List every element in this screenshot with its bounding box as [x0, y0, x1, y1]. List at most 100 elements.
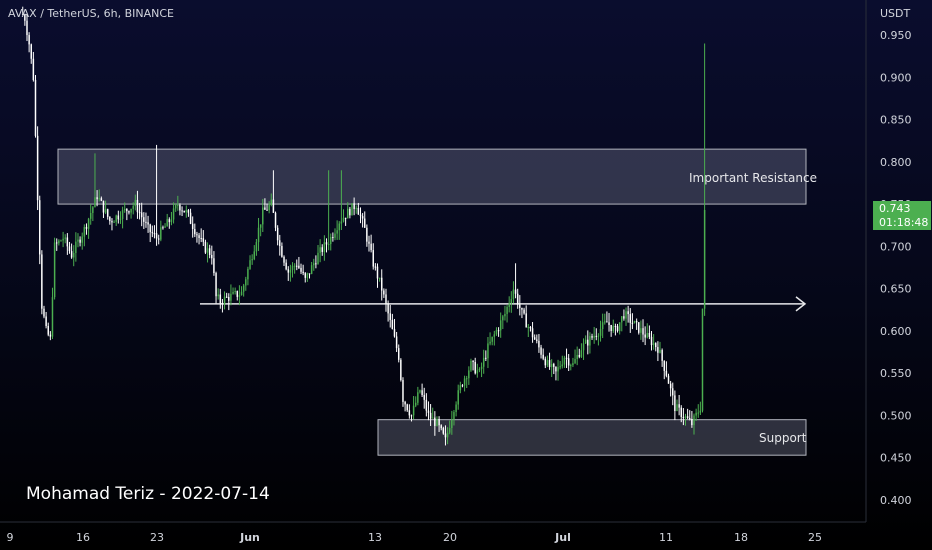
candle-body: [610, 324, 612, 331]
candle-body: [493, 334, 496, 337]
candle-body: [285, 262, 287, 270]
candle-body: [502, 316, 504, 321]
candle: [406, 403, 408, 412]
candle-body: [289, 270, 292, 273]
candle-body: [85, 227, 88, 229]
candle-body: [672, 388, 674, 396]
candle-body: [179, 204, 181, 211]
candle: [298, 256, 300, 269]
candle: [601, 313, 604, 339]
candle-body: [157, 238, 160, 240]
candle: [143, 212, 145, 229]
candle-body: [397, 348, 400, 360]
candle-body: [221, 302, 224, 305]
bar-countdown: 01:18:48: [879, 216, 929, 229]
candle-body: [202, 238, 205, 242]
candle: [536, 334, 538, 344]
candle-body: [32, 58, 35, 80]
candle-body: [38, 200, 41, 255]
time-tick-label: 16: [76, 531, 90, 544]
price-tick-label: 0.650: [880, 283, 912, 296]
candle-body: [245, 279, 247, 286]
candle: [538, 334, 540, 353]
candle: [523, 307, 525, 315]
candle: [181, 206, 183, 217]
candle: [627, 305, 629, 323]
candle-body: [642, 328, 644, 335]
candle: [304, 272, 307, 283]
candle-body: [491, 336, 493, 342]
candle-body: [236, 291, 239, 297]
candle-body: [438, 419, 440, 426]
candle: [644, 326, 646, 346]
candle-body: [225, 296, 228, 298]
candle: [655, 342, 657, 352]
candle: [45, 311, 47, 329]
candle: [361, 213, 364, 228]
candle-body: [563, 357, 566, 365]
candle: [521, 307, 523, 319]
candle: [157, 234, 160, 245]
candle: [92, 205, 94, 222]
price-tick-label: 0.800: [880, 156, 912, 169]
candle: [30, 43, 32, 64]
candle: [313, 258, 315, 271]
candle: [194, 223, 196, 238]
candle-body: [557, 367, 559, 372]
candle: [302, 264, 304, 276]
candle-body: [355, 207, 357, 209]
candle-body: [87, 218, 90, 229]
candle-body: [550, 363, 553, 368]
candle-body: [567, 358, 570, 366]
candle: [75, 232, 77, 262]
candle: [28, 32, 30, 53]
candle-body: [597, 335, 600, 337]
candle-body: [315, 263, 317, 265]
candle: [497, 327, 500, 337]
candle-body: [474, 362, 476, 374]
price-tick-label: 0.450: [880, 452, 912, 465]
candle-body: [555, 366, 557, 372]
candle: [26, 13, 28, 42]
candle: [164, 223, 166, 228]
candle: [623, 309, 625, 321]
candle-body: [30, 44, 32, 59]
candle: [661, 348, 663, 367]
candle: [393, 318, 396, 338]
candle: [53, 237, 56, 300]
candle: [236, 290, 239, 301]
candle-body: [682, 416, 685, 418]
candle-body: [100, 198, 103, 201]
candle-body: [58, 240, 60, 244]
candle-body: [580, 350, 583, 357]
candle-body: [287, 269, 290, 273]
candle: [225, 292, 228, 298]
candle-body: [402, 380, 404, 402]
candle-body: [629, 314, 632, 323]
candle-body: [81, 236, 83, 243]
candle: [540, 344, 542, 359]
candle: [676, 399, 678, 412]
candle: [257, 217, 260, 251]
candle-body: [697, 412, 699, 414]
candle: [368, 235, 370, 252]
candle-body: [264, 207, 266, 210]
candle-body: [661, 350, 663, 361]
candle-body: [457, 390, 459, 405]
price-tick-label: 0.950: [880, 29, 912, 42]
candle-body: [304, 273, 307, 278]
candle: [584, 335, 587, 344]
candle: [189, 208, 192, 225]
candle: [378, 277, 381, 282]
candle: [138, 202, 141, 220]
candle: [648, 325, 651, 340]
candle: [242, 283, 245, 297]
candle: [359, 207, 362, 224]
candle-body: [427, 410, 430, 413]
candle-body: [434, 417, 436, 426]
candle-body: [542, 354, 544, 359]
candle: [491, 336, 493, 346]
candle: [83, 224, 86, 247]
candle-body: [553, 363, 555, 367]
